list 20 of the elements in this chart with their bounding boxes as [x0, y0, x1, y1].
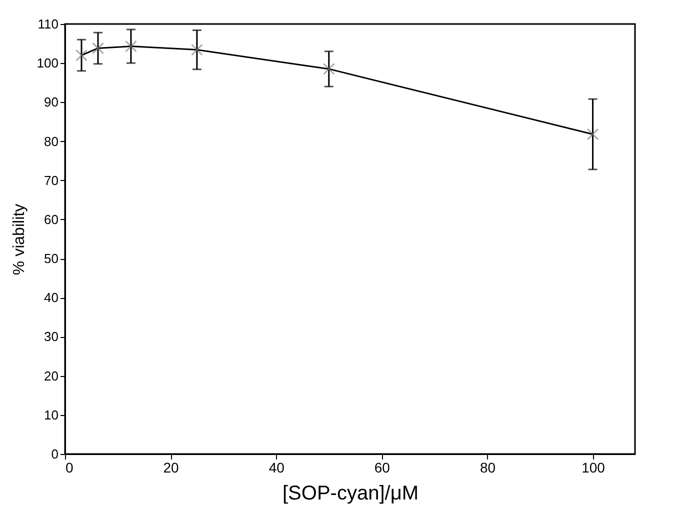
y-tick-label: 60 — [44, 212, 58, 227]
y-tick-label: 110 — [38, 16, 58, 32]
y-tick-label: 100 — [36, 56, 58, 71]
x-tick-label: 100 — [582, 460, 606, 476]
y-tick-label: 20 — [44, 368, 58, 384]
y-tick-label: 10 — [44, 407, 58, 422]
y-tick-label: 30 — [44, 329, 58, 344]
x-tick-label: 20 — [163, 460, 180, 476]
y-tick-label: 70 — [44, 172, 58, 188]
x-tick-label: 80 — [480, 460, 496, 476]
x-axis-title: [SOP-cyan]/μM — [282, 482, 418, 504]
y-tick-label: 90 — [44, 94, 58, 110]
x-tick-label: 60 — [374, 460, 390, 476]
y-axis-title: % viability — [10, 204, 28, 276]
y-tick-label: 50 — [44, 251, 58, 266]
y-tick-label: 0 — [51, 446, 58, 462]
y-tick-label: 80 — [44, 134, 58, 149]
x-tick-label: 0 — [66, 460, 74, 476]
y-tick-label: 40 — [44, 290, 58, 306]
x-tick-label: 40 — [268, 460, 285, 476]
